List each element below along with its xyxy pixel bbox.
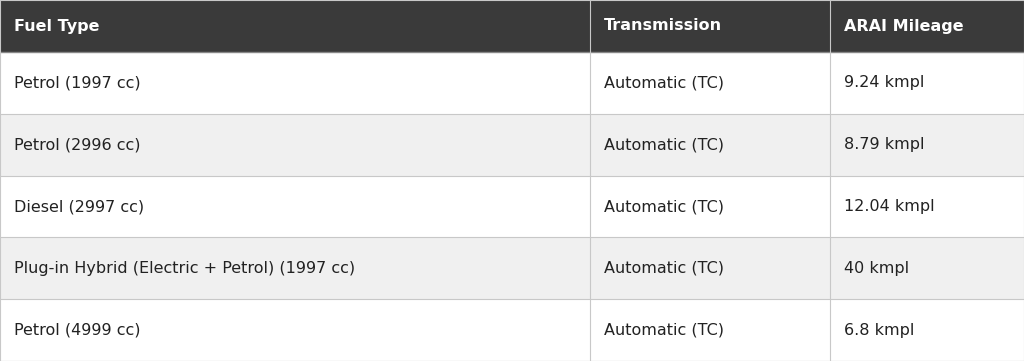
Bar: [590, 52, 830, 114]
Bar: [0, 238, 590, 299]
Text: Fuel Type: Fuel Type: [14, 18, 99, 34]
Bar: [0, 114, 590, 175]
Bar: [590, 0, 830, 52]
Text: 9.24 kmpl: 9.24 kmpl: [844, 75, 925, 90]
Bar: [590, 299, 830, 361]
Text: Petrol (2996 cc): Petrol (2996 cc): [14, 137, 140, 152]
Text: Automatic (TC): Automatic (TC): [604, 137, 724, 152]
Text: Diesel (2997 cc): Diesel (2997 cc): [14, 199, 144, 214]
Text: Automatic (TC): Automatic (TC): [604, 261, 724, 276]
Text: Petrol (4999 cc): Petrol (4999 cc): [14, 323, 140, 338]
Text: 6.8 kmpl: 6.8 kmpl: [844, 323, 914, 338]
Bar: [830, 238, 1024, 299]
Bar: [0, 52, 590, 114]
Text: Automatic (TC): Automatic (TC): [604, 323, 724, 338]
Text: Petrol (1997 cc): Petrol (1997 cc): [14, 75, 140, 90]
Bar: [830, 175, 1024, 238]
Bar: [830, 114, 1024, 175]
Bar: [0, 299, 590, 361]
Bar: [0, 175, 590, 238]
Bar: [590, 175, 830, 238]
Text: Transmission: Transmission: [604, 18, 722, 34]
Bar: [590, 114, 830, 175]
Text: Automatic (TC): Automatic (TC): [604, 75, 724, 90]
Text: 12.04 kmpl: 12.04 kmpl: [844, 199, 935, 214]
Text: 8.79 kmpl: 8.79 kmpl: [844, 137, 925, 152]
Bar: [590, 238, 830, 299]
Text: Automatic (TC): Automatic (TC): [604, 199, 724, 214]
Text: 40 kmpl: 40 kmpl: [844, 261, 909, 276]
Text: Plug-in Hybrid (Electric + Petrol) (1997 cc): Plug-in Hybrid (Electric + Petrol) (1997…: [14, 261, 355, 276]
Bar: [830, 299, 1024, 361]
Text: ARAI Mileage: ARAI Mileage: [844, 18, 964, 34]
Bar: [0, 0, 590, 52]
Bar: [830, 0, 1024, 52]
Bar: [830, 52, 1024, 114]
